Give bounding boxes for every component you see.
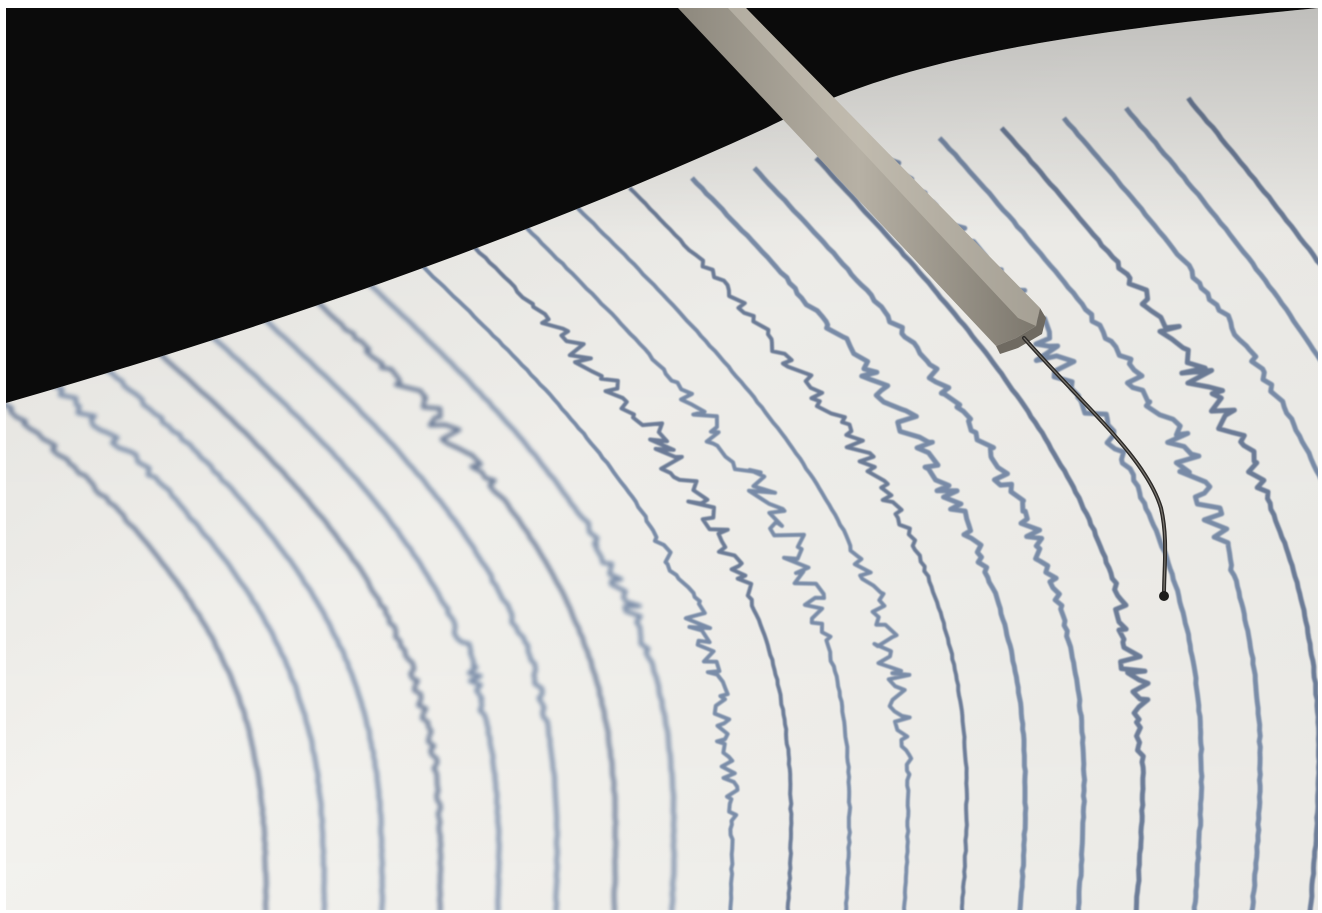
stylus-tip (1159, 591, 1169, 601)
seismograph-photo (6, 8, 1318, 910)
drum-shading (6, 8, 1318, 910)
seismograph-scene (6, 8, 1318, 910)
stylus-arm (678, 8, 1046, 354)
